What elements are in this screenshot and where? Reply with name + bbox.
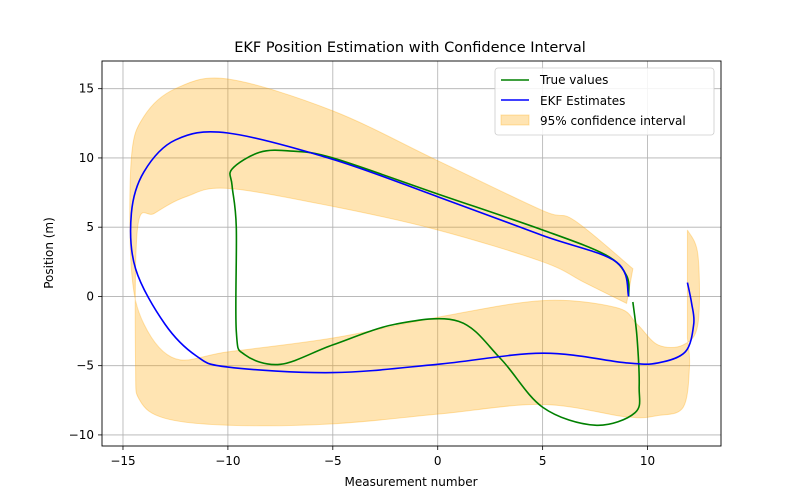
series-layer [129, 131, 695, 427]
y-tick-label: −5 [76, 359, 94, 373]
x-tick-label: −5 [324, 454, 342, 468]
y-tick-label: −10 [69, 428, 94, 442]
y-tick-label: 15 [79, 82, 94, 96]
x-tick-label: −15 [110, 454, 135, 468]
true-values-line [229, 149, 641, 427]
x-tick-label: −10 [215, 454, 240, 468]
x-axis-ticks: −15 −10 −5 0 5 10 [110, 446, 655, 468]
grid-layer [102, 61, 721, 446]
ekf-estimates-line [129, 131, 695, 374]
legend-label-true-values: True values [539, 73, 608, 87]
legend-swatch-confidence-interval [500, 114, 530, 126]
y-tick-label: 0 [86, 289, 94, 303]
x-tick-label: 0 [434, 454, 442, 468]
chart-title: EKF Position Estimation with Confidence … [234, 40, 586, 56]
x-axis-label: Measurement number [344, 475, 477, 489]
legend: True values EKF Estimates 95% confidence… [494, 67, 715, 136]
confidence-band-layer [129, 77, 701, 427]
legend-frame [494, 67, 715, 136]
y-tick-label: 10 [79, 151, 94, 165]
y-axis-ticks: −10 −5 0 5 10 15 [69, 82, 102, 442]
y-tick-label: 5 [86, 220, 94, 234]
x-tick-label: 10 [640, 454, 655, 468]
legend-label-ekf-estimates: EKF Estimates [540, 94, 625, 108]
y-axis-label: Position (m) [42, 217, 56, 289]
legend-label-confidence-interval: 95% confidence interval [540, 114, 686, 128]
plot-frame [101, 60, 722, 447]
confidence-interval-band [129, 77, 701, 427]
x-tick-label: 5 [539, 454, 547, 468]
